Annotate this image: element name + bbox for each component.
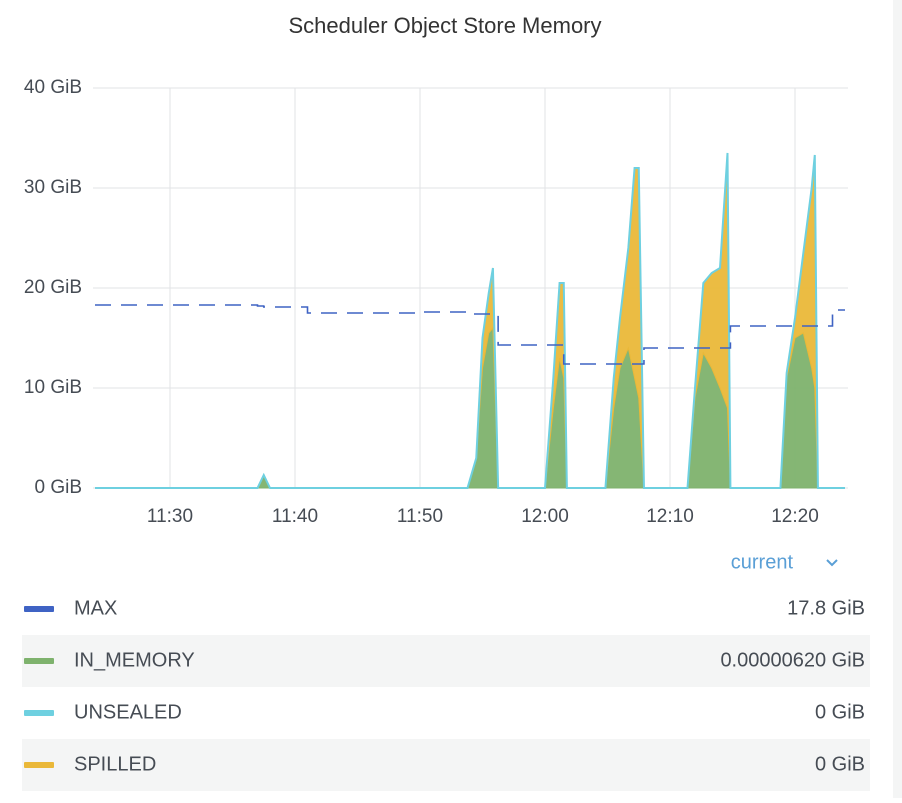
legend-swatch (24, 606, 54, 612)
y-tick-label: 30 GiB (24, 177, 82, 198)
legend-row-bg (22, 739, 870, 791)
x-tick-label: 12:20 (771, 506, 819, 527)
legend-header[interactable]: current (731, 551, 794, 573)
chart-title: Scheduler Object Store Memory (288, 13, 601, 38)
x-tick-label: 12:10 (646, 506, 694, 527)
line (95, 152, 845, 489)
area (95, 326, 845, 489)
legend-row-bg (22, 635, 870, 687)
legend-value: 0 GiB (815, 753, 865, 775)
x-tick-label: 11:30 (147, 506, 193, 527)
line (95, 304, 845, 365)
area (95, 152, 845, 489)
y-tick-label: 20 GiB (24, 277, 82, 298)
legend-label[interactable]: UNSEALED (74, 701, 182, 723)
y-tick-label: 0 GiB (34, 477, 82, 498)
legend-label[interactable]: MAX (74, 597, 117, 619)
legend-label[interactable]: SPILLED (74, 753, 156, 775)
x-tick-label: 11:50 (397, 506, 443, 527)
legend-value: 0.00000620 GiB (720, 649, 865, 671)
legend-swatch (24, 710, 54, 716)
side-strip (893, 0, 902, 798)
legend-swatch (24, 762, 54, 768)
legend-value: 0 GiB (815, 701, 865, 723)
legend-swatch (24, 658, 54, 664)
legend-label[interactable]: IN_MEMORY (74, 649, 195, 671)
y-tick-label: 10 GiB (24, 377, 82, 398)
x-tick-label: 12:00 (521, 506, 569, 527)
x-tick-label: 11:40 (272, 506, 318, 527)
y-tick-label: 40 GiB (24, 77, 82, 98)
legend-value: 17.8 GiB (787, 597, 865, 619)
chevron[interactable] (826, 559, 838, 567)
